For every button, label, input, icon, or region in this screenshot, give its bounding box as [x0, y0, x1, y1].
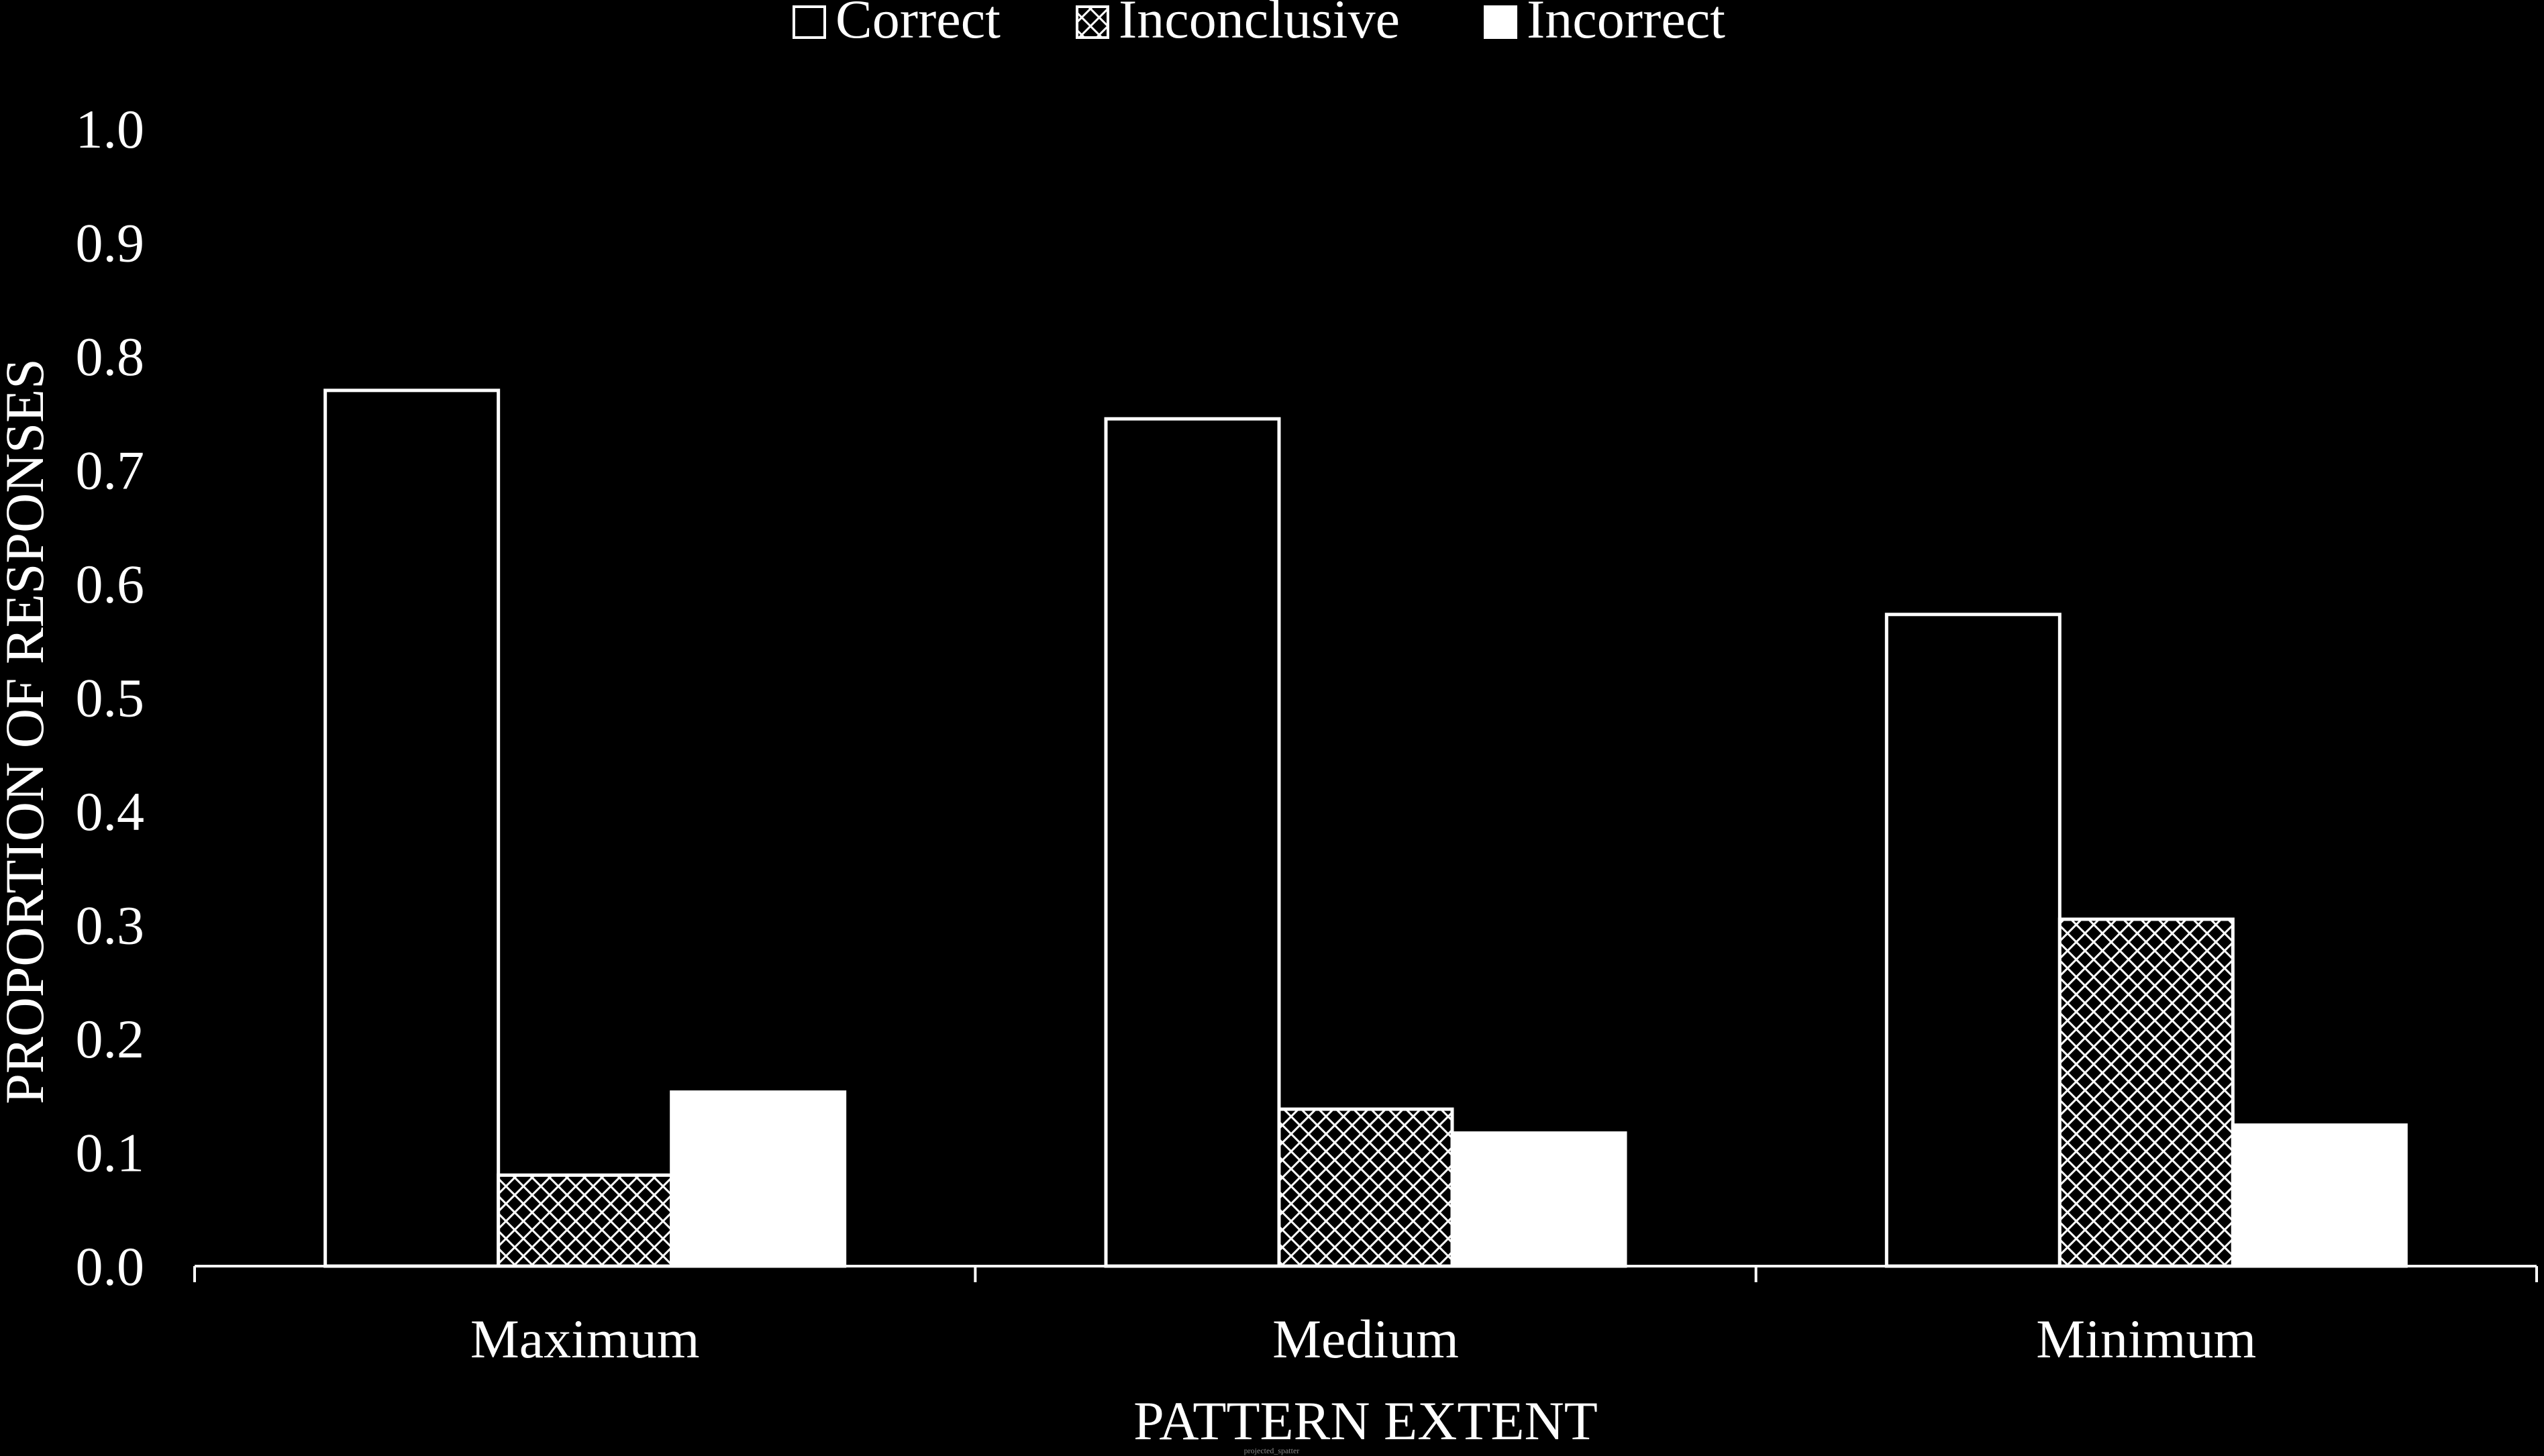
footer-text: projected_spatter [1244, 1446, 1300, 1455]
y-axis-title: PROPORTION OF RESPONSES [0, 358, 55, 1104]
y-tick-label: 0.8 [76, 326, 145, 387]
legend-swatch-inconclusive [1076, 5, 1109, 39]
category-label-minimum: Minimum [2036, 1308, 2256, 1369]
legend-item-inconclusive: Inconclusive [1076, 0, 1400, 50]
y-tick-label: 0.2 [76, 1008, 145, 1070]
bar-incorrect-medium [1450, 1131, 1627, 1268]
legend: Correct Inconclusive Incorrect [793, 0, 1725, 50]
y-tick-label: 0.9 [76, 213, 145, 274]
bar-correct-medium [1104, 417, 1281, 1268]
legend-label-correct: Correct [835, 0, 1001, 50]
y-tick-label: 0.4 [76, 781, 145, 842]
bar-correct-maximum [323, 388, 501, 1268]
legend-label-incorrect: Incorrect [1527, 0, 1725, 50]
legend-label-inconclusive: Inconclusive [1119, 0, 1400, 50]
y-tick-label: 1.0 [76, 99, 145, 160]
bar-inconclusive-medium [1277, 1107, 1454, 1268]
y-tick-label: 0.0 [76, 1236, 145, 1297]
category-labels: Maximum Medium Minimum [470, 1308, 2257, 1369]
legend-item-incorrect: Incorrect [1484, 0, 1725, 50]
category-label-maximum: Maximum [470, 1308, 700, 1369]
bar-inconclusive-minimum [2057, 917, 2235, 1268]
x-axis-title: PATTERN EXTENT [1133, 1390, 1598, 1451]
y-axis-ticks: 0.0 0.1 0.2 0.3 0.4 0.5 0.6 0.7 0.8 0.9 1.0 [76, 99, 145, 1297]
bars [323, 388, 2408, 1268]
legend-swatch-incorrect [1484, 5, 1517, 39]
x-axis [193, 1265, 2538, 1282]
y-tick-label: 0.3 [76, 895, 145, 956]
y-tick-label: 0.1 [76, 1123, 145, 1184]
legend-swatch-correct [793, 5, 826, 39]
category-label-medium: Medium [1272, 1308, 1459, 1369]
bar-incorrect-maximum [670, 1090, 847, 1268]
y-tick-label: 0.5 [76, 668, 145, 729]
bar-inconclusive-maximum [497, 1173, 674, 1268]
y-tick-label: 0.7 [76, 440, 145, 501]
bar-incorrect-minimum [2231, 1123, 2408, 1268]
y-tick-label: 0.6 [76, 554, 145, 615]
legend-item-correct: Correct [793, 0, 1001, 50]
bar-correct-minimum [1884, 613, 2062, 1268]
